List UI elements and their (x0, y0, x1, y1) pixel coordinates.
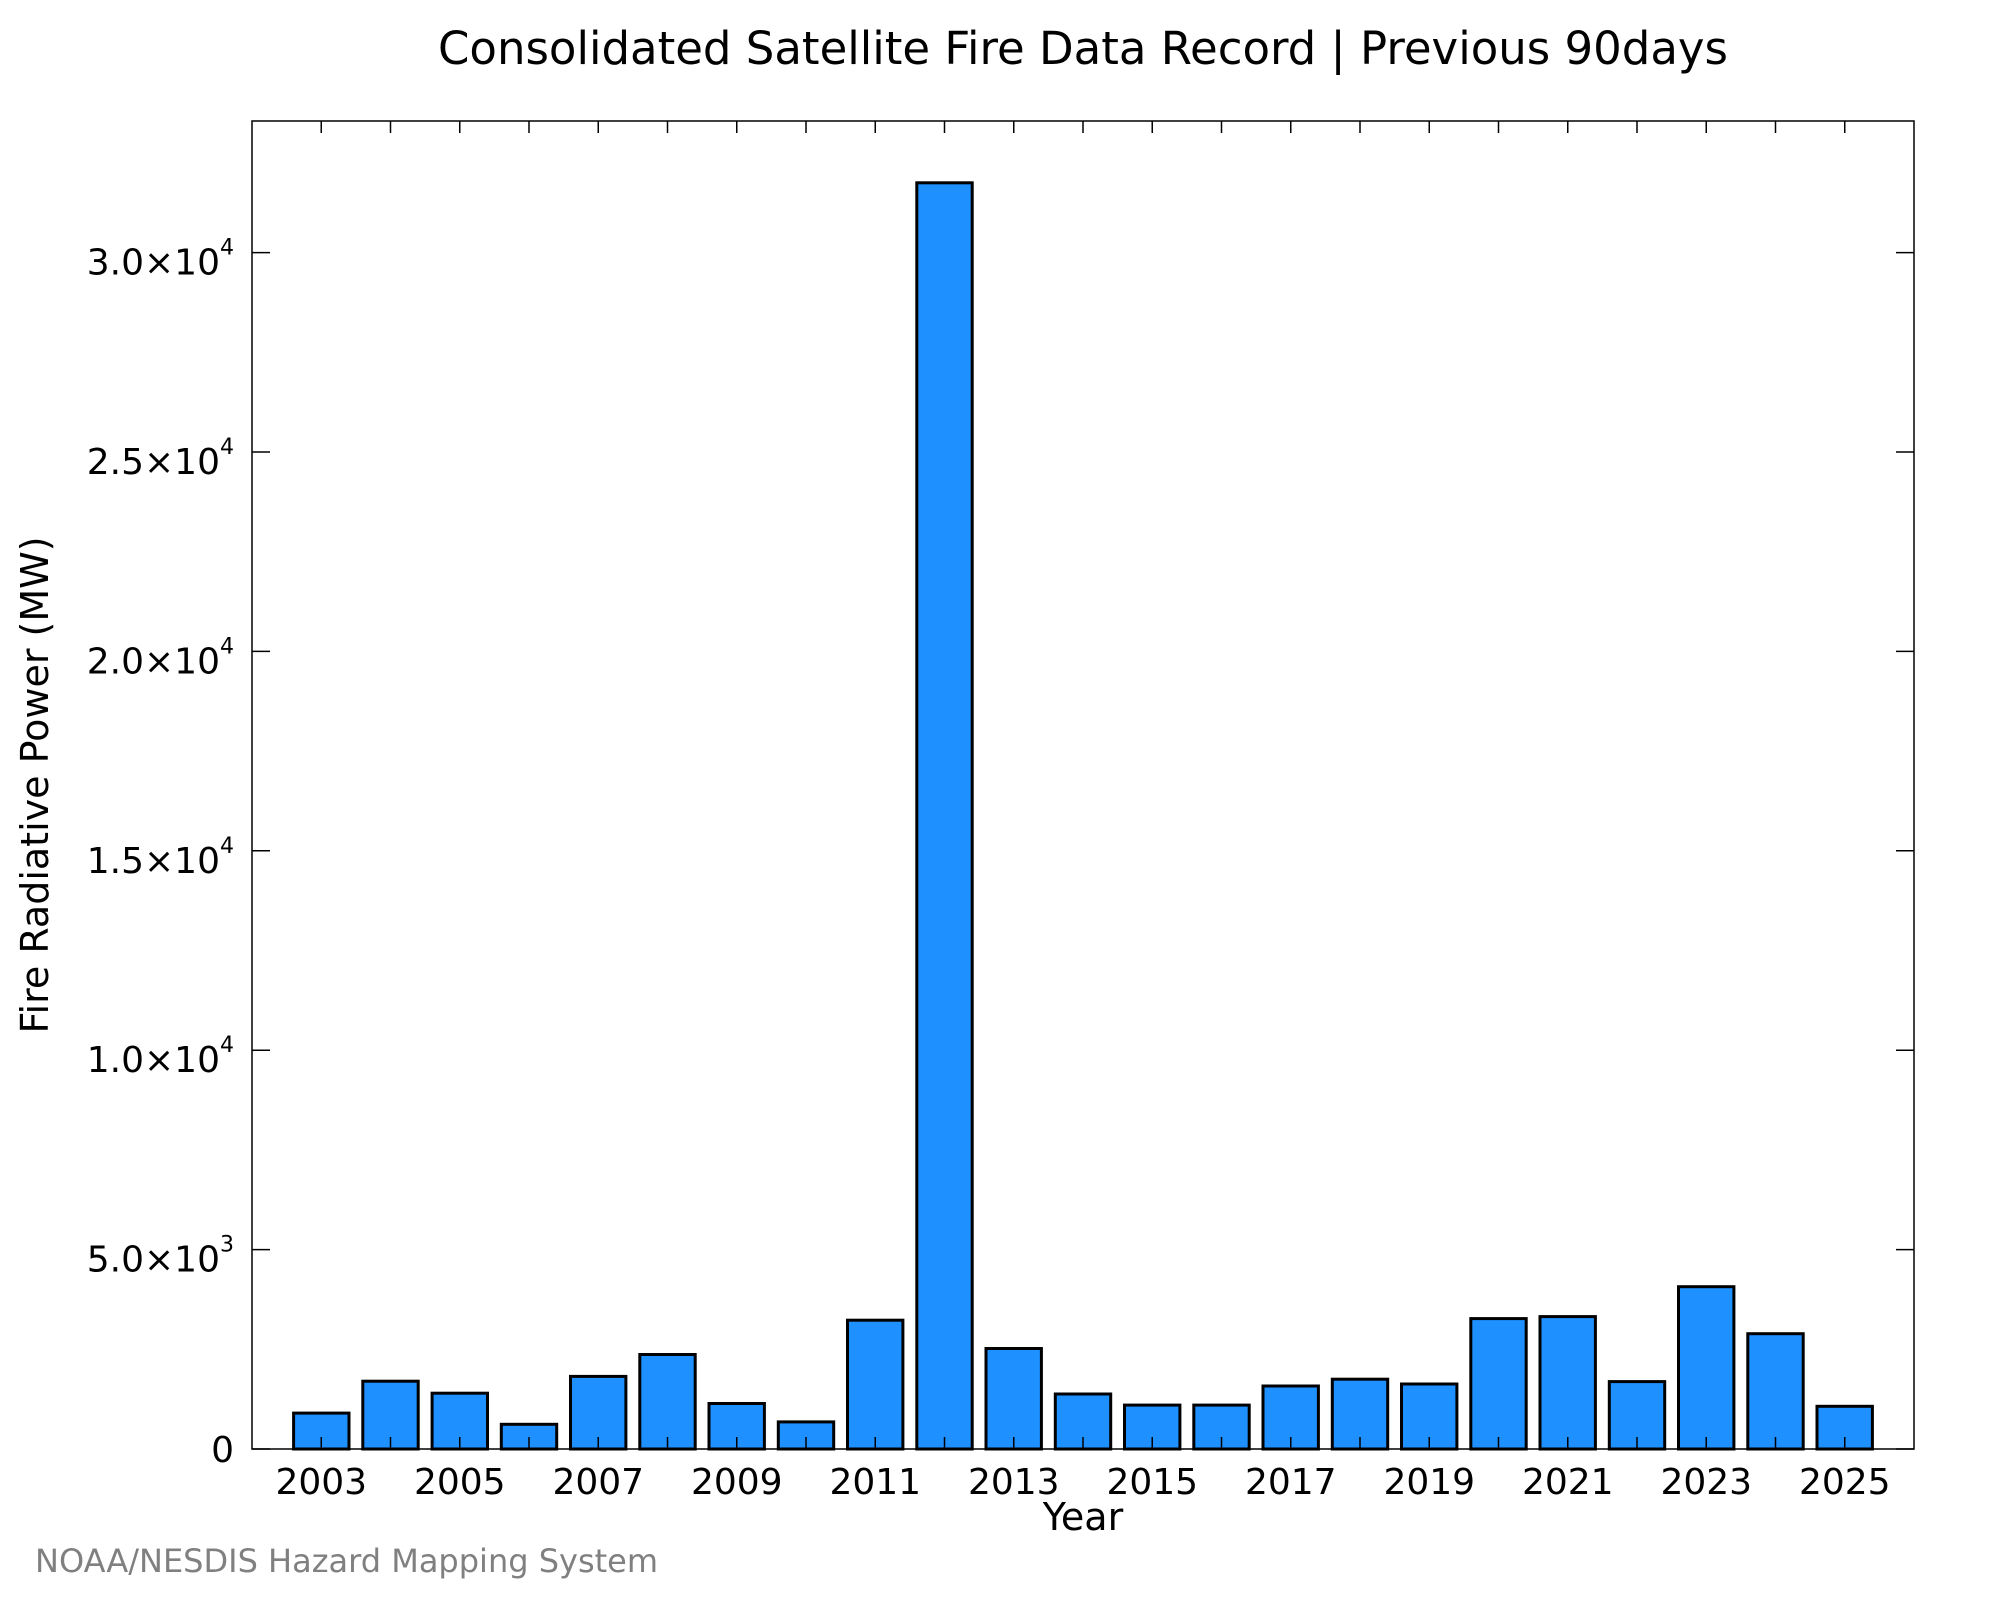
bar-2020 (1469, 1317, 1528, 1451)
x-tick-label-2013: 2013 (968, 1462, 1060, 1503)
x-tick-label-2011: 2011 (829, 1462, 921, 1503)
x-axis-ticks: 2003 2005 2007 2009 2011 2013 2015 2017 2019 2021… (275, 121, 1891, 1503)
y-tick-label: 2.0×104 (87, 634, 234, 682)
bars-group (292, 181, 1874, 1451)
y-tick-label: 3.0×104 (87, 236, 234, 284)
y-tick-label: 1.5×104 (87, 834, 234, 882)
chart-title: Consolidated Satellite Fire Data Record … (438, 22, 1728, 75)
x-tick-label-2019: 2019 (1383, 1462, 1475, 1503)
x-tick-label-2005: 2005 (414, 1462, 506, 1503)
x-tick-label-2015: 2015 (1106, 1462, 1198, 1503)
x-axis-label: Year (1042, 1495, 1124, 1539)
x-tick-label-2021: 2021 (1522, 1462, 1614, 1503)
y-axis-label: Fire Radiative Power (MW) (13, 536, 57, 1033)
y-tick-label: 1.0×104 (87, 1033, 234, 1081)
bar-2012 (915, 181, 974, 1451)
x-tick-label-2023: 2023 (1660, 1462, 1752, 1503)
bar-2003 (292, 1411, 351, 1451)
x-tick-label-2009: 2009 (691, 1462, 783, 1503)
bar-2011 (846, 1318, 905, 1451)
x-tick-label-2003: 2003 (275, 1462, 367, 1503)
bar-2013 (984, 1347, 1043, 1451)
y-tick-label: 0 (211, 1430, 234, 1471)
y-axis-ticks: 0 5.0×103 1.0×104 1.5×104 2.0×104 2.5×104 3.0×… (87, 236, 1914, 1471)
x-tick-label-2017: 2017 (1245, 1462, 1337, 1503)
y-tick-label: 5.0×103 (87, 1233, 234, 1281)
bar-2008 (638, 1353, 697, 1451)
y-tick-label: 2.5×104 (87, 435, 234, 483)
x-tick-label-2025: 2025 (1799, 1462, 1891, 1503)
plot-frame (251, 120, 1915, 1450)
x-tick-label-2007: 2007 (552, 1462, 644, 1503)
credit-text: NOAA/NESDIS Hazard Mapping System (35, 1542, 658, 1580)
bar-2023 (1677, 1285, 1736, 1451)
bar-2021 (1538, 1315, 1597, 1451)
bar-2024 (1746, 1332, 1805, 1451)
